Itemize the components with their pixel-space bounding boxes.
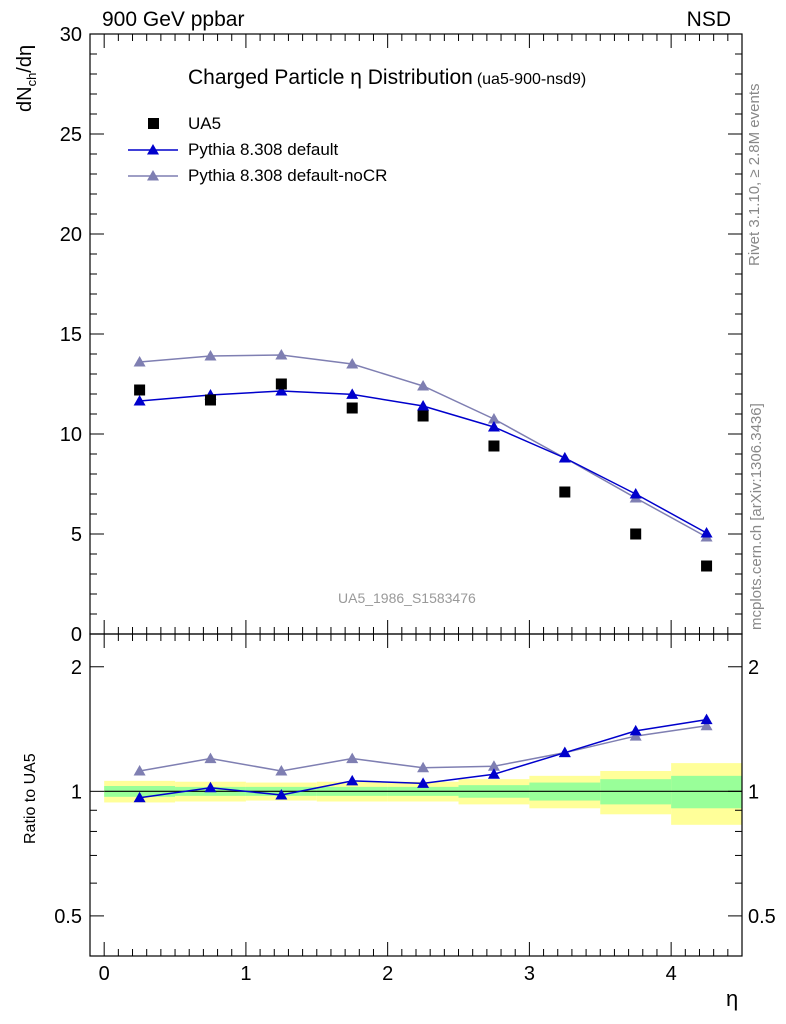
ratio-point-nocr — [346, 752, 359, 764]
y-label-main: dN — [14, 86, 36, 112]
main-point-ua5 — [630, 528, 642, 540]
ratio-x-tick-label: 1 — [240, 963, 251, 985]
ratio-y-tick-label: 2 — [71, 657, 82, 679]
ratio-point-nocr — [417, 761, 430, 773]
y-label-sub: ch — [24, 72, 39, 87]
main-y-tick-label: 5 — [71, 524, 82, 546]
ratio-y-tick-label-right: 1 — [748, 781, 759, 803]
main-point-nocr — [346, 358, 359, 369]
ratio-point-nocr — [204, 752, 217, 764]
main-y-tick-label: 10 — [60, 424, 82, 446]
ratio-y-tick-label: 0.5 — [54, 906, 82, 928]
ratio-point-nocr — [700, 719, 713, 731]
analysis-watermark: UA5_1986_S1583476 — [338, 590, 476, 606]
main-plot: 0 5 10 15 20 25 30 — [60, 24, 743, 646]
ratio-point-default — [275, 788, 288, 800]
main-point-default — [629, 488, 642, 499]
main-y-tick-label: 0 — [71, 624, 82, 646]
legend-marker-default — [147, 144, 159, 155]
ratio-y-tick-label-right: 2 — [748, 657, 759, 679]
plot-title: Charged Particle η Distribution (ua5-900-… — [188, 66, 586, 90]
ratio-x-tick-label: 2 — [382, 963, 393, 985]
plot-title-id: (ua5-900-nsd9) — [476, 71, 587, 88]
main-point-nocr — [487, 413, 500, 424]
main-point-ua5 — [701, 560, 713, 572]
ratio-frame — [89, 633, 743, 957]
main-point-ua5 — [346, 402, 358, 414]
ratio-band-stat — [671, 775, 742, 809]
main-point-ua5 — [134, 384, 146, 396]
rivet-info: Rivet 3.1.10, ≥ 2.8M events — [746, 83, 763, 267]
ratio-point-default — [629, 724, 642, 736]
main-point-ua5 — [488, 440, 500, 452]
legend-label-nocr: Pythia 8.308 default-noCR — [188, 166, 388, 185]
main-point-nocr — [275, 349, 288, 360]
main-y-tick-label: 30 — [60, 24, 82, 46]
ratio-x-tick-label: 0 — [99, 963, 110, 985]
ratio-point-nocr — [133, 764, 146, 776]
mcplots-info: mcplots.cern.ch [arXiv:1306.3436] — [748, 403, 765, 630]
ratio-point-default — [558, 746, 571, 758]
ratio-point-default — [204, 781, 217, 793]
plot-title-text: Charged Particle η Distribution — [188, 66, 473, 89]
beam-label: 900 GeV ppbar — [102, 8, 245, 31]
main-point-nocr — [133, 356, 146, 367]
ratio-point-default — [133, 791, 146, 803]
main-point-nocr — [204, 350, 217, 361]
legend-label-ua5: UA5 — [188, 114, 222, 133]
ratio-point-default — [417, 777, 430, 788]
main-point-default — [558, 452, 571, 463]
legend-label-default: Pythia 8.308 default — [188, 140, 339, 159]
ratio-point-default — [487, 768, 500, 779]
ratio-point-default — [700, 713, 713, 725]
ratio-point-nocr — [487, 760, 500, 771]
legend-marker-nocr — [147, 170, 159, 181]
ratio-point-nocr — [275, 764, 288, 776]
main-point-ua5 — [204, 394, 216, 406]
main-point-ua5 — [417, 410, 429, 422]
main-point-default — [700, 527, 713, 538]
main-point-default — [275, 385, 288, 396]
main-point-ua5 — [559, 486, 571, 498]
ratio-x-tick-label: 4 — [666, 963, 677, 985]
main-y-tick-label: 20 — [60, 224, 82, 246]
main-point-default — [133, 395, 146, 406]
ratio-y-axis-label: Ratio to UA5 — [22, 753, 39, 844]
y-label-tail: /dη — [14, 44, 36, 73]
x-axis-label: η — [726, 986, 739, 1011]
process-label: NSD — [686, 8, 731, 31]
main-point-ua5 — [275, 378, 287, 390]
ratio-plot: 0.5 0.5 1 1 2 2 0 1 2 3 4 — [54, 633, 776, 985]
ratio-x-tick-label: 3 — [524, 963, 535, 985]
main-point-default — [417, 400, 430, 411]
main-point-default — [487, 421, 500, 432]
main-y-tick-label: 25 — [60, 124, 82, 146]
main-point-nocr — [417, 380, 430, 391]
ratio-y-tick-label: 1 — [71, 781, 82, 803]
main-point-default — [346, 388, 359, 399]
main-y-tick-label: 15 — [60, 324, 82, 346]
main-y-axis-label: dNch/dη — [14, 45, 39, 112]
ratio-y-tick-label-right: 0.5 — [748, 906, 776, 928]
ratio-point-default — [346, 774, 359, 786]
legend-marker-ua5 — [148, 118, 159, 129]
